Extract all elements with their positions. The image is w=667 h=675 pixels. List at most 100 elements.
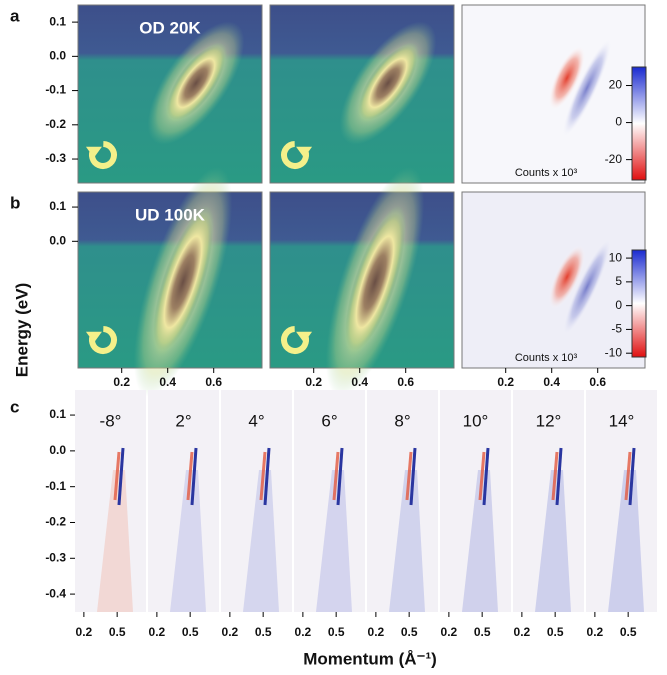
x-tick-label: 0.4 [543, 375, 560, 389]
y-axis-title: Energy (eV) [12, 283, 31, 377]
rotation-icon [281, 141, 309, 169]
x-tick-label: 0.4 [159, 375, 176, 389]
x-tick-label: 0.5 [255, 625, 272, 639]
band-tail [316, 470, 352, 612]
band-red [186, 451, 194, 501]
difference-blue [562, 37, 612, 139]
y-tick-label: -0.2 [45, 515, 66, 529]
band-blue [409, 447, 417, 506]
y-tick-label: -0.3 [45, 550, 66, 564]
y-tick-label: 0.1 [49, 407, 66, 421]
band-red [405, 451, 413, 501]
band-tail [243, 470, 279, 612]
band-tail [97, 470, 133, 612]
y-tick-label: -0.4 [45, 586, 66, 600]
colorbar [631, 66, 647, 181]
rotation-arrowhead [296, 331, 313, 343]
colorbar-tick-label: -20 [605, 152, 623, 166]
colorbar-tick-label: 20 [609, 78, 623, 92]
y-tick-label: 0.1 [49, 14, 66, 28]
band-tail [170, 470, 206, 612]
arpes-band [356, 42, 420, 124]
band-blue [555, 447, 563, 506]
rotation-arrowhead [85, 331, 102, 343]
x-tick-label: 0.5 [620, 625, 637, 639]
colorbar-tick-label: -5 [611, 322, 622, 336]
arpes-band [151, 205, 215, 359]
panel-label: b [10, 193, 20, 212]
angle-label: -8° [100, 411, 122, 430]
x-tick-label: 0.2 [305, 375, 322, 389]
angle-label: 4° [248, 411, 264, 430]
x-tick-label: 0.6 [397, 375, 414, 389]
angle-label: 10° [463, 411, 489, 430]
x-tick-label: 0.5 [474, 625, 491, 639]
y-tick-label: 0.1 [49, 199, 66, 213]
band-blue [190, 447, 198, 506]
rotation-icon [89, 326, 117, 354]
arpes-band [164, 42, 228, 124]
rotation-icon [281, 326, 309, 354]
x-tick-label: 0.2 [497, 375, 514, 389]
x-tick-label: 0.2 [113, 375, 130, 389]
x-tick-label: 0.2 [222, 625, 239, 639]
x-tick-label: 0.5 [401, 625, 418, 639]
x-tick-label: 0.5 [547, 625, 564, 639]
angle-label: 12° [536, 411, 562, 430]
panel-label: c [10, 397, 19, 416]
band-tail [462, 470, 498, 612]
y-tick-label: 0.0 [49, 443, 66, 457]
colorbar-label: Counts x 10³ [515, 167, 578, 179]
colorbar-tick-label: -10 [605, 345, 623, 359]
y-tick-label: -0.1 [45, 83, 66, 97]
colorbar-tick-label: 10 [609, 250, 623, 264]
band-blue [117, 447, 125, 506]
angle-label: 2° [175, 411, 191, 430]
x-tick-label: 0.2 [441, 625, 458, 639]
difference-red [548, 244, 586, 310]
angle-label: 14° [609, 411, 635, 430]
panel-label: a [10, 6, 20, 25]
band-blue [336, 447, 344, 506]
band-blue [628, 447, 636, 506]
band-red [113, 451, 121, 501]
x-tick-label: 0.4 [351, 375, 368, 389]
band-red [259, 451, 267, 501]
band-red [551, 451, 559, 501]
band-red [624, 451, 632, 501]
band-blue [263, 447, 271, 506]
x-tick-label: 0.6 [589, 375, 606, 389]
band-tail [535, 470, 571, 612]
x-tick-label: 0.6 [205, 375, 222, 389]
y-tick-label: 0.0 [49, 233, 66, 247]
band-red [478, 451, 486, 501]
x-axis-title: Momentum (Å⁻¹) [303, 649, 437, 668]
x-tick-label: 0.2 [587, 625, 604, 639]
x-tick-label: 0.2 [295, 625, 312, 639]
rotation-icon [89, 141, 117, 169]
colorbar-tick-label: 5 [615, 274, 622, 288]
band-red [332, 451, 340, 501]
panel-title: UD 100K [135, 205, 206, 224]
panel-title: OD 20K [139, 18, 201, 37]
colorbar [631, 249, 647, 358]
difference-red [548, 45, 586, 111]
y-tick-label: -0.2 [45, 117, 66, 131]
y-tick-label: 0.0 [49, 49, 66, 63]
colorbar-label: Counts x 10³ [515, 352, 578, 364]
x-tick-label: 0.5 [328, 625, 345, 639]
x-tick-label: 0.5 [182, 625, 199, 639]
rotation-arrowhead [85, 146, 102, 158]
band-tail [389, 470, 425, 612]
y-tick-label: -0.3 [45, 151, 66, 165]
angle-label: 6° [321, 411, 337, 430]
arpes-band [343, 205, 407, 359]
difference-blue [562, 236, 612, 338]
rotation-arrowhead [296, 146, 313, 158]
band-blue [482, 447, 490, 506]
y-tick-label: -0.1 [45, 479, 66, 493]
band-tail [608, 470, 644, 612]
colorbar-tick-label: 0 [615, 115, 622, 129]
colorbar-tick-label: 0 [615, 298, 622, 312]
